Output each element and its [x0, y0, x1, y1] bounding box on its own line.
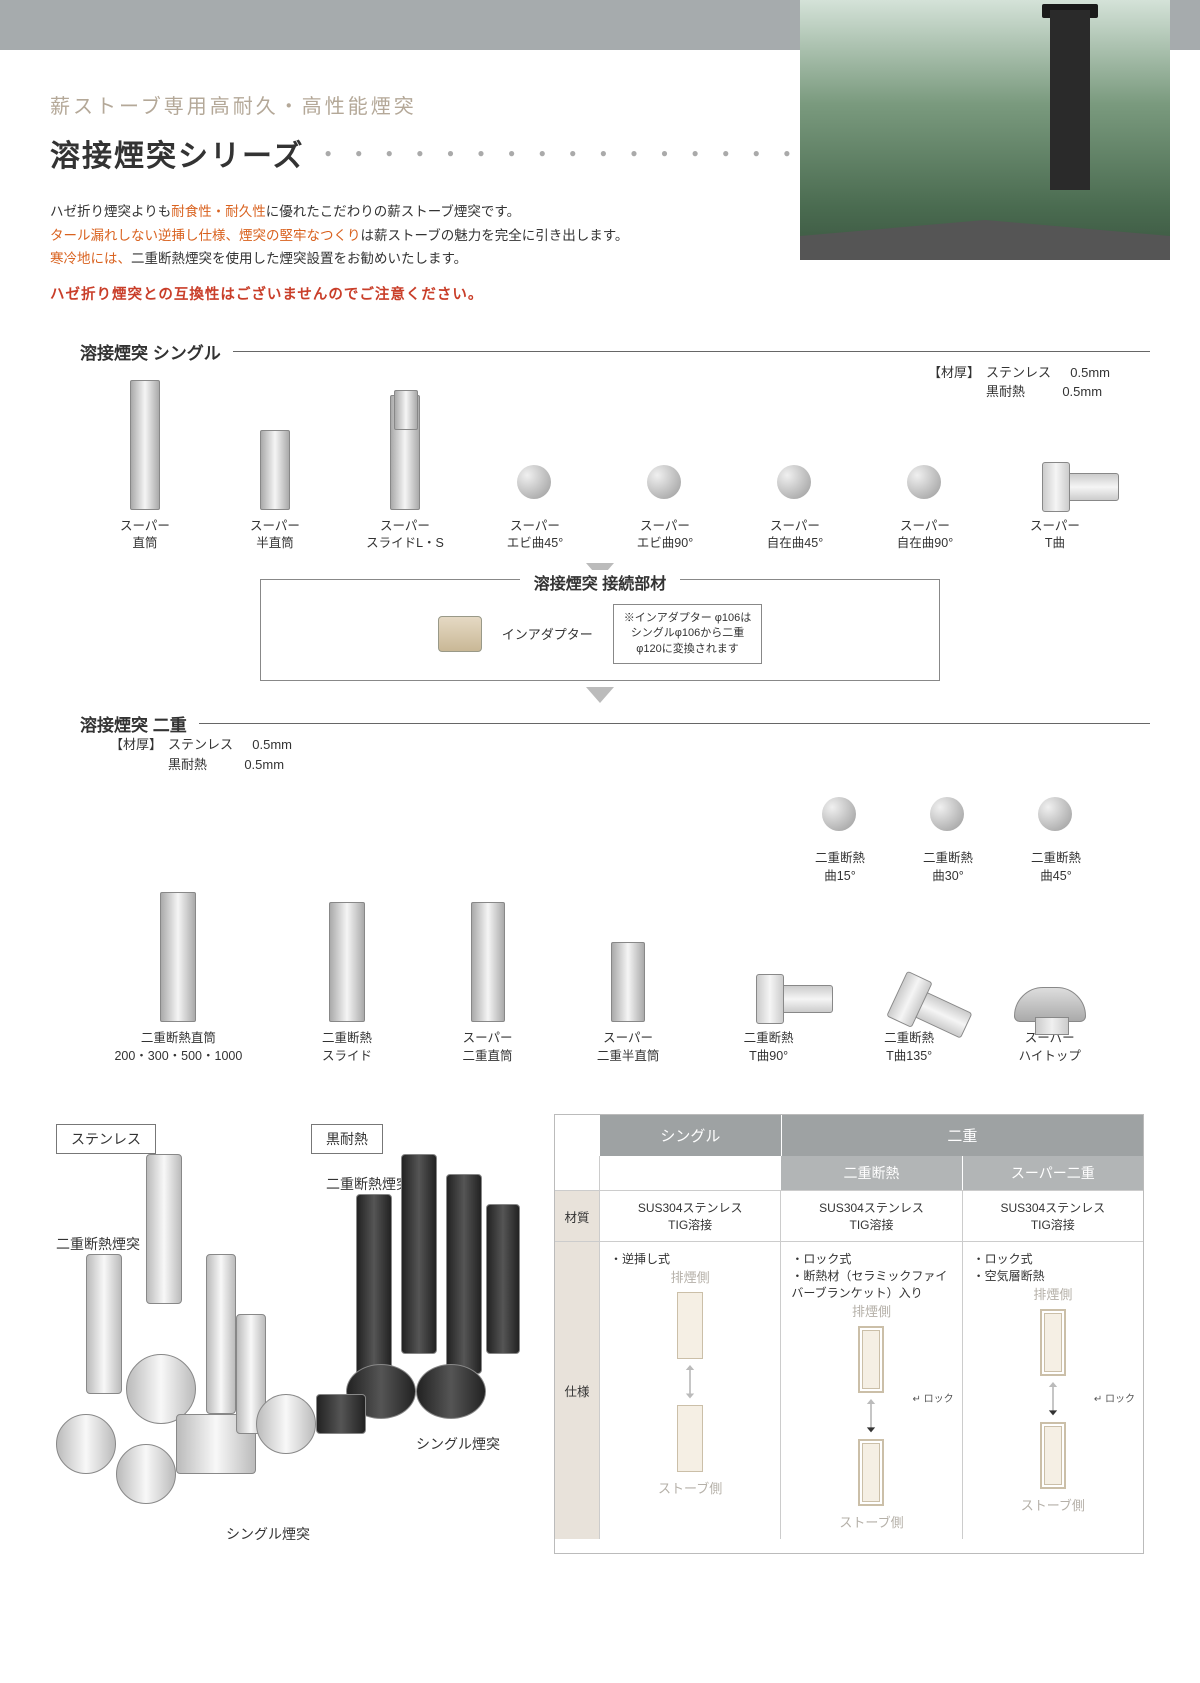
intro-1b: 耐食性・耐久性 [171, 204, 266, 219]
label-double-1: 二重断熱煙突 [56, 1234, 140, 1254]
adapter-image [438, 616, 482, 652]
intro-3b: 二重断熱煙突を使用した煙突設置をお勧めいたします。 [131, 251, 467, 266]
double-thickness: 【材厚】ステンレス 0.5mm 【材厚】黒耐熱 0.5mm [110, 735, 292, 774]
single-grid: スーパー直筒 スーパー半直筒 スーパースライドL・S スーパーエビ曲45° スー… [50, 376, 1150, 557]
intro-3a: 寒冷地には、 [50, 251, 131, 266]
adapter-note: ※インアダプター φ106は シングルφ106から二重 φ120に変換されます [613, 604, 763, 664]
title-dots: ● ● ● ● ● ● ● ● ● ● ● ● ● ● ● ● [325, 146, 801, 160]
section-double: 溶接煙突 二重 【材厚】ステンレス 0.5mm 【材厚】黒耐熱 0.5mm 二重… [50, 711, 1150, 1069]
single-title: 溶接煙突 シングル [80, 339, 221, 364]
arrow-down-2 [50, 687, 1150, 703]
intro-2b: は薪ストーブの魅力を完全に引き出します。 [361, 228, 629, 243]
comparison-table: シングル 二重 二重断熱 スーパー二重 材質 SUS304ステンレス TIG溶接… [554, 1114, 1144, 1554]
th-double: 二重 [781, 1115, 1143, 1156]
connector-title: 溶接煙突 接続部材 [520, 570, 680, 594]
tag-black: 黒耐熱 [311, 1124, 383, 1154]
double-top-items: 二重断熱曲15° 二重断熱曲30° 二重断熱曲45° [806, 743, 1090, 889]
row-spec: 仕様 [555, 1241, 599, 1539]
product-photos: ステンレス 黒耐熱 二重断熱煙突 二重断熱煙突 シングル煙突 シングル煙突 [56, 1114, 524, 1554]
th-single: シングル [599, 1115, 781, 1156]
row-material: 材質 [555, 1190, 599, 1241]
single-thickness: 【材厚】ステンレス 0.5mm 【材厚】黒耐熱 0.5mm [928, 363, 1110, 402]
page-title: 溶接煙突シリーズ [50, 131, 305, 175]
intro-1c: に優れたこだわりの薪ストーブ煙突です。 [266, 204, 520, 219]
double-grid: 二重断熱直筒200・300・500・1000 二重断熱スライド スーパー二重直筒… [50, 888, 1150, 1069]
th-double1: 二重断熱 [780, 1156, 961, 1190]
label-double-2: 二重断熱煙突 [326, 1174, 410, 1194]
tag-stainless: ステンレス [56, 1124, 156, 1154]
adapter-label: インアダプター [502, 624, 593, 643]
th-double2: スーパー二重 [962, 1156, 1143, 1190]
label-single-1: シングル煙突 [416, 1434, 500, 1454]
intro-2a: タール漏れしない逆挿し仕様、煙突の堅牢なつくり [50, 228, 361, 243]
label-single-2: シングル煙突 [226, 1524, 310, 1544]
section-single: 溶接煙突 シングル 【材厚】ステンレス 0.5mm 【材厚】黒耐熱 0.5mm … [50, 339, 1150, 557]
warning-text: ハゼ折り煙突との互換性はございませんのでご注意ください。 [50, 283, 1150, 304]
hero-photo [800, 0, 1170, 260]
connector-section: 溶接煙突 接続部材 インアダプター ※インアダプター φ106は シングルφ10… [260, 579, 940, 681]
double-title: 溶接煙突 二重 [80, 711, 187, 736]
intro-text: ハゼ折り煙突よりも耐食性・耐久性に優れたこだわりの薪ストーブ煙突です。 タール漏… [50, 200, 770, 271]
intro-1a: ハゼ折り煙突よりも [50, 204, 171, 219]
